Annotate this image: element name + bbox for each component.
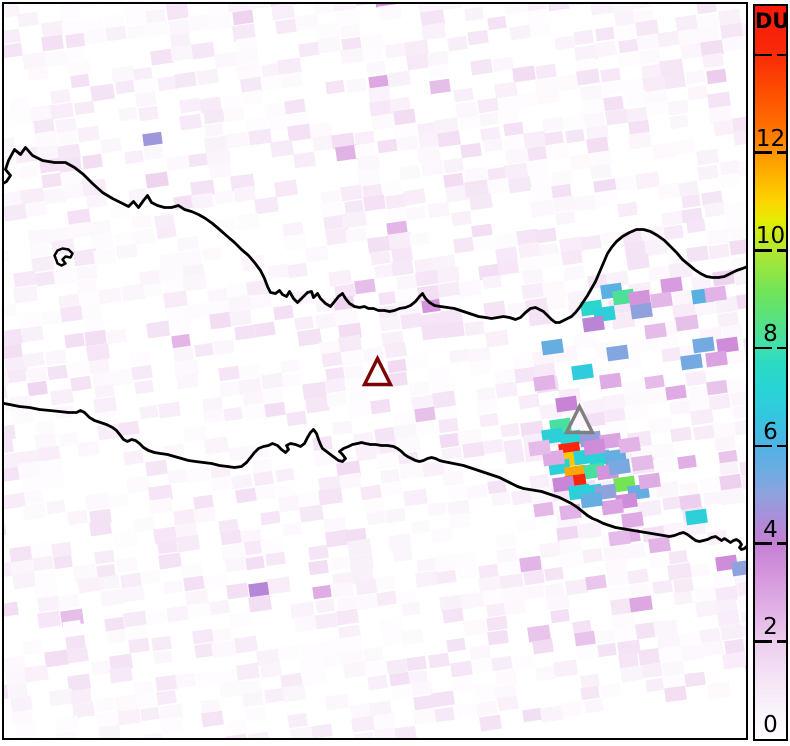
colorbar-tick-label: 4 (763, 516, 778, 543)
colorbar-tick-line (777, 444, 786, 448)
colorbar-tick-line (777, 346, 786, 350)
island-outline (53, 247, 74, 267)
colorbar-tick-line (755, 444, 772, 448)
colorbar-tick-line (777, 542, 786, 545)
heatmap-cell (747, 362, 748, 377)
map-overlay (4, 146, 746, 551)
volcano-markers (361, 354, 596, 435)
volcano-marker-east (563, 402, 596, 435)
colorbar-tick-line (777, 151, 786, 154)
colorbar-tick-line (755, 151, 772, 154)
heatmap-cell (2, 739, 16, 740)
colorbar-tick-line (755, 346, 772, 350)
colorbar-tick-line (777, 640, 786, 643)
heatmap-cell (747, 47, 748, 62)
colorbar-tick-line (755, 640, 772, 643)
colorbar-tick-line (755, 249, 772, 252)
colorbar-tick-label: 8 (763, 321, 778, 348)
colorbar-tick-line (755, 542, 772, 545)
colorbar-tick-label: 12 (755, 125, 786, 152)
colorbar-tick-label: 6 (763, 418, 778, 445)
heatmap-cell (747, 60, 748, 75)
colorbar-tick-label: 0 (763, 712, 778, 738)
colorbar-tick-label: 10 (755, 223, 786, 250)
coastline-north (4, 146, 746, 324)
colorbar-tick-label: 2 (763, 614, 778, 641)
colorbar-tick-line (755, 53, 772, 57)
heatmap-cell (184, 739, 209, 740)
heatmap-cell (398, 2, 420, 3)
coastline-south (4, 401, 746, 551)
map-plot-area (2, 2, 748, 740)
colorbar-tick-line (777, 249, 786, 252)
colorbar-title: DU (755, 9, 790, 33)
volcano-marker-west (361, 354, 394, 387)
colorbar: DU 0 2 4 6 8 10 12 (753, 4, 790, 741)
heatmap-cell (747, 375, 748, 392)
colorbar-gradient (755, 6, 786, 739)
colorbar-tick-line (777, 53, 786, 57)
